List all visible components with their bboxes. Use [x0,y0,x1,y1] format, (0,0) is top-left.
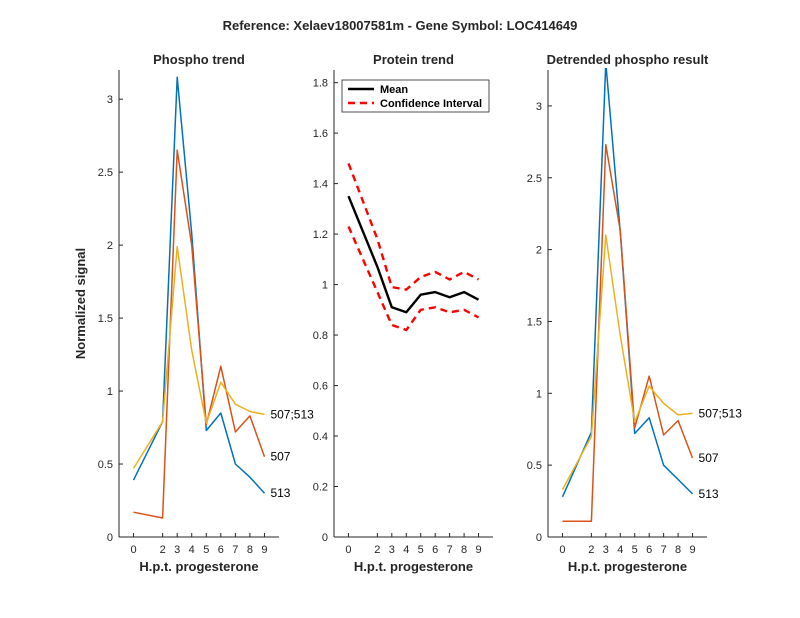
series-line-507-513 [132,245,265,469]
x-tick-label: 8 [247,544,253,556]
y-tick-label: 0 [536,532,542,544]
y-tick-label: 1.5 [527,316,542,328]
y-tick-label: 0.6 [313,381,328,393]
x-tick-label: 9 [475,544,481,556]
y-tick-label: 1.2 [313,229,328,241]
legend: Mean Confidence Interval [341,79,490,113]
series-line-mean [347,195,480,314]
y-tick-label: 1.8 [313,78,328,90]
series-line-507 [562,143,694,522]
y-axis-label: Normalized signal [73,248,88,359]
x-tick-label: 6 [646,544,652,556]
y-tick-label: 3 [536,101,542,113]
series-end-label: 507;513 [699,406,743,420]
series-end-label: 513 [270,486,290,500]
x-tick-label: 2 [588,544,594,556]
y-tick-label: 0.4 [313,431,328,443]
x-tick-label: 4 [189,544,195,556]
x-tick-label: 8 [675,544,681,556]
x-tick-label: 4 [617,544,623,556]
series-line-confidence-interval [347,162,480,291]
x-tick-label: 7 [232,544,238,556]
series-line-507 [133,149,266,519]
series-end-label: 507;513 [270,407,314,421]
chart-panel-2: 0 2 3 4 5 6 7 8 9 0 0.2 0.4 0.6 0.8 1 1.2 1.4 1.6 1.8 Prote… [313,52,493,574]
x-tick-label: 7 [447,544,453,556]
figure-suptitle: Reference: Xelaev18007581m - Gene Symbol… [223,18,578,33]
series-end-label: 507 [699,451,719,465]
y-tick-label: 0.5 [527,460,542,472]
y-tick-label: 2 [536,245,542,257]
y-tick-label: 1.5 [98,313,113,325]
x-tick-label: 3 [603,544,609,556]
y-tick-label: 1.4 [313,179,328,191]
legend-box [341,79,490,113]
x-tick-label: 7 [661,544,667,556]
y-tick-label: 0.8 [313,330,328,342]
x-tick-label: 5 [418,544,424,556]
y-tick-label: 1.6 [313,128,328,140]
x-tick-label: 9 [689,544,695,556]
panel-title: Detrended phospho result [547,52,709,67]
x-tick-label: 2 [160,544,166,556]
x-tick-label: 6 [432,544,438,556]
y-tick-label: 0.5 [98,459,113,471]
series-end-label: 513 [699,487,719,501]
x-tick-label: 3 [174,544,180,556]
x-tick-label: 6 [218,544,224,556]
y-tick-label: 3 [107,94,113,106]
legend-entry-label: Confidence Interval [380,98,482,110]
legend-entry-label: Mean [380,84,408,96]
series-line-ci-lower [347,226,480,332]
x-tick-label: 8 [461,544,467,556]
y-tick-label: 0 [107,532,113,544]
series-end-label: 507 [270,450,290,464]
series-line-507-513 [561,234,693,490]
y-tick-label: 2 [107,240,113,252]
y-tick-label: 1 [322,280,328,292]
x-tick-label: 4 [403,544,409,556]
series-line-513 [132,76,266,494]
x-axis-label: H.p.t. progesterone [139,559,258,574]
panel-title: Protein trend [373,52,454,67]
x-tick-label: 2 [374,544,380,556]
y-tick-label: 2.5 [527,173,542,185]
y-tick-label: 1 [107,386,113,398]
x-tick-label: 9 [261,544,267,556]
x-tick-label: 0 [345,544,351,556]
x-axis-label: H.p.t. progesterone [568,559,687,574]
x-tick-label: 5 [632,544,638,556]
x-tick-label: 0 [559,544,565,556]
y-tick-label: 2.5 [98,167,113,179]
x-tick-label: 3 [389,544,395,556]
y-tick-label: 0.2 [313,482,328,494]
x-tick-label: 5 [203,544,209,556]
x-tick-label: 0 [130,544,136,556]
panel-title: Phospho trend [153,52,245,67]
x-axis-label: H.p.t. progesterone [354,559,473,574]
series-line-513 [561,68,694,498]
y-tick-label: 0 [322,532,328,544]
y-tick-label: 1 [536,388,542,400]
